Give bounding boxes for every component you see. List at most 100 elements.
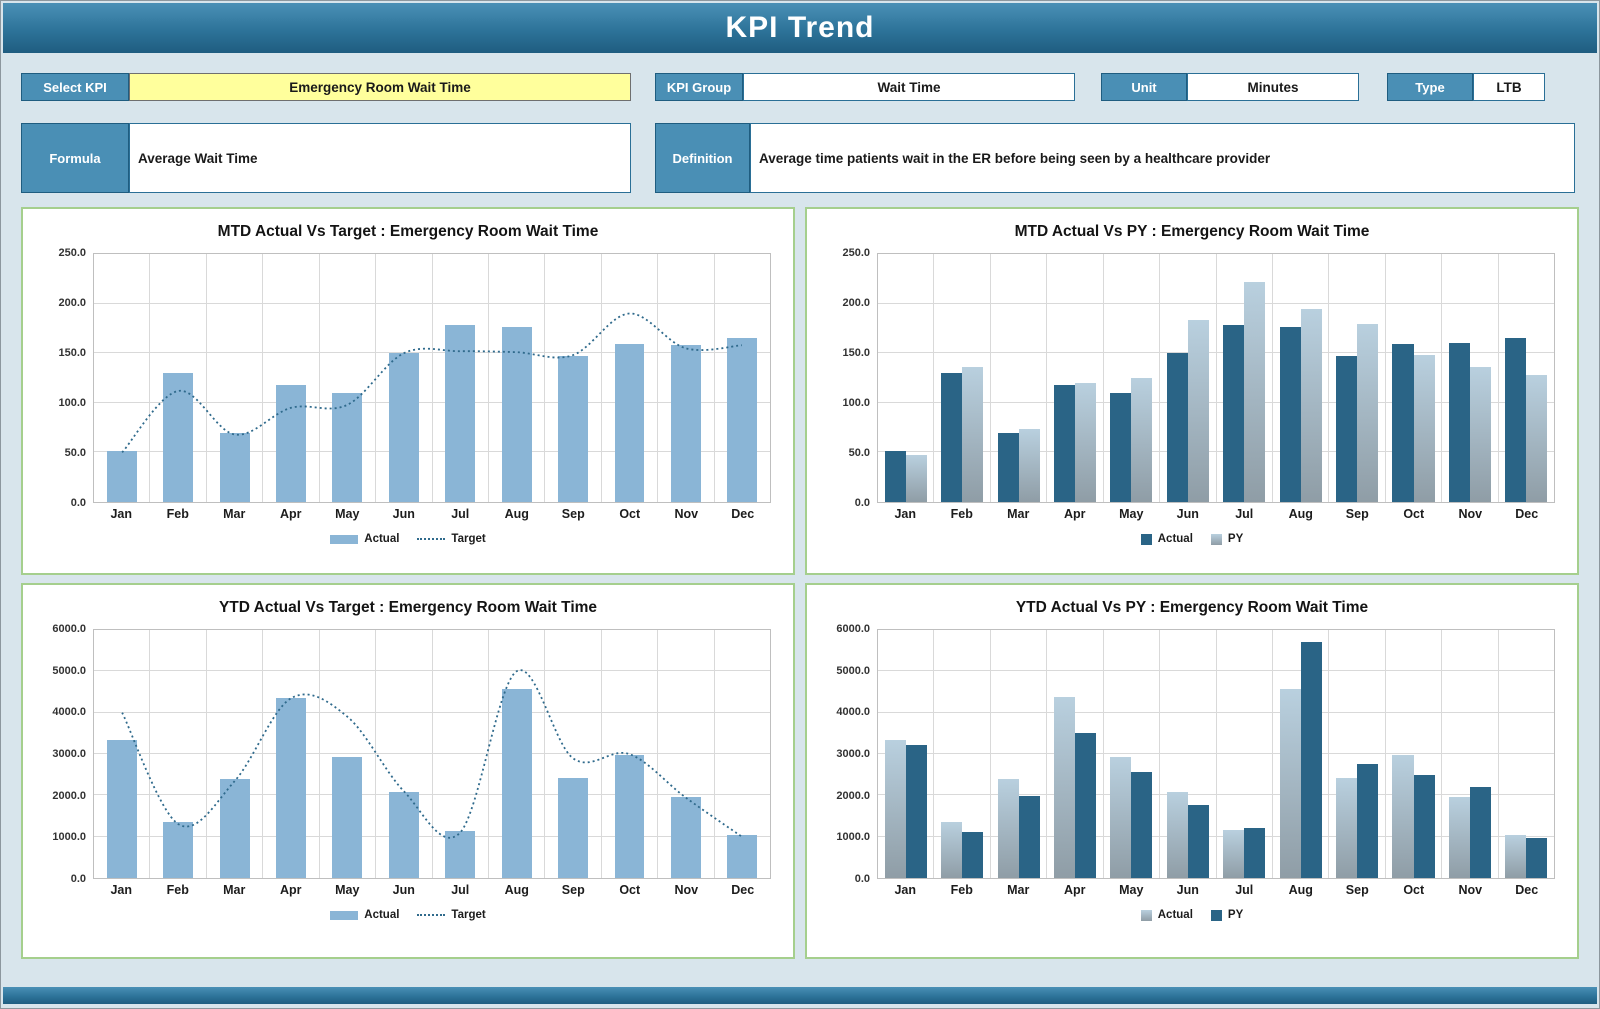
x-tick-label: Mar xyxy=(223,883,246,897)
bar-actual xyxy=(614,344,645,502)
bar-actual xyxy=(941,822,963,878)
select-kpi-dropdown[interactable]: Emergency Room Wait Time xyxy=(129,73,631,101)
x-tick-label: Jan xyxy=(110,507,133,521)
bar-actual xyxy=(1336,356,1358,502)
kpi-group-value: Wait Time xyxy=(743,73,1075,101)
bar-actual xyxy=(1448,797,1470,878)
legend-label: Actual xyxy=(364,533,400,545)
y-tick-label: 100.0 xyxy=(58,397,86,409)
x-tick-label: Dec xyxy=(731,507,755,521)
category-slot xyxy=(1160,254,1217,502)
category-slot xyxy=(376,254,433,502)
bar-actual xyxy=(1505,835,1527,878)
bar-py xyxy=(1300,642,1322,878)
x-tick-label: Feb xyxy=(950,507,973,521)
category-slot xyxy=(1499,630,1554,878)
legend-label: Target xyxy=(451,533,486,545)
legend-line-swatch xyxy=(417,538,446,540)
legend-label: PY xyxy=(1227,909,1244,921)
bar-actual xyxy=(1448,343,1470,502)
legend-item-target: Target xyxy=(417,909,486,921)
category-slot xyxy=(991,630,1048,878)
x-tick-label: Dec xyxy=(1515,507,1539,521)
bar-actual xyxy=(997,778,1019,878)
category-slot xyxy=(1104,630,1161,878)
bar-actual xyxy=(1110,392,1132,502)
y-tick-label: 4000.0 xyxy=(836,706,870,719)
x-tick-label: Dec xyxy=(731,883,755,897)
x-tick-label: Jul xyxy=(1235,507,1254,521)
bar-actual xyxy=(1392,344,1414,502)
header-banner: KPI Trend xyxy=(3,3,1597,53)
unit-value: Minutes xyxy=(1187,73,1359,101)
plot-area xyxy=(93,253,771,503)
category-slot xyxy=(1104,254,1161,502)
category-slot xyxy=(878,254,935,502)
chart-title: MTD Actual Vs Target : Emergency Room Wa… xyxy=(217,223,599,240)
charts-grid: MTD Actual Vs Target : Emergency Room Wa… xyxy=(21,207,1579,959)
bar-actual xyxy=(219,778,250,878)
bar-actual xyxy=(670,797,701,878)
x-tick-label: Jun xyxy=(1176,883,1199,897)
category-slot xyxy=(1273,630,1330,878)
legend-bar-swatch xyxy=(1210,909,1222,921)
bar-actual xyxy=(1392,754,1414,878)
type-label: Type xyxy=(1387,73,1473,101)
bar-actual xyxy=(163,822,194,878)
category-slot xyxy=(1217,630,1273,878)
bar-actual xyxy=(1166,353,1188,502)
category-slot xyxy=(658,630,715,878)
category-slot xyxy=(150,254,207,502)
y-tick-label: 1000.0 xyxy=(836,831,870,844)
bar-actual xyxy=(163,373,194,502)
bar-py xyxy=(1526,837,1548,878)
category-slot xyxy=(1499,254,1554,502)
chart-title: MTD Actual Vs PY : Emergency Room Wait T… xyxy=(1014,223,1370,240)
controls-row-2: Formula Average Wait Time Definition Ave… xyxy=(21,123,1579,193)
legend-bar-swatch xyxy=(1140,533,1152,545)
bar-actual xyxy=(727,835,758,878)
y-axis: 250.0 200.0 150.0 100.0 50.0 0.0 xyxy=(39,247,93,509)
x-tick-label: May xyxy=(335,507,360,521)
x-tick-label: Jan xyxy=(894,507,917,521)
spacer xyxy=(1359,73,1387,101)
x-tick-label: Sep xyxy=(561,507,585,521)
category-slot xyxy=(715,630,770,878)
bar-series xyxy=(878,254,1554,502)
bar-series xyxy=(878,630,1554,878)
bar-py xyxy=(1131,378,1153,502)
spacer xyxy=(1075,73,1101,101)
y-tick-label: 2000.0 xyxy=(52,789,86,802)
x-tick-label: Nov xyxy=(674,883,699,897)
category-slot xyxy=(934,630,991,878)
formula-value: Average Wait Time xyxy=(129,123,631,193)
bar-py xyxy=(962,367,984,502)
bar-actual xyxy=(276,698,306,878)
legend-item-actual: Actual xyxy=(330,909,399,921)
bar-py xyxy=(1074,733,1097,878)
type-value: LTB xyxy=(1473,73,1545,101)
legend-line-swatch xyxy=(417,914,446,916)
bar-series xyxy=(94,630,770,878)
unit-label: Unit xyxy=(1101,73,1187,101)
bar-actual xyxy=(219,432,250,502)
bar-actual xyxy=(1166,792,1188,878)
x-tick-label: Nov xyxy=(1458,507,1483,521)
x-axis: Jan Feb Mar Apr May Jun Jul Aug Sep Oct Nov Dec xyxy=(93,883,771,897)
x-tick-label: Sep xyxy=(1345,507,1369,521)
x-tick-label: Jun xyxy=(1176,507,1199,521)
x-tick-label: Mar xyxy=(1007,507,1030,521)
x-tick-label: Aug xyxy=(1288,507,1313,521)
y-tick-label: 1000.0 xyxy=(52,831,86,844)
category-slot xyxy=(991,254,1048,502)
category-slot xyxy=(376,630,433,878)
bar-actual xyxy=(670,345,701,502)
y-tick-label: 6000.0 xyxy=(836,623,870,635)
y-tick-label: 100.0 xyxy=(842,397,870,409)
bar-actual xyxy=(332,392,363,502)
select-kpi-label: Select KPI xyxy=(21,73,129,101)
x-tick-label: Apr xyxy=(279,507,302,521)
bar-actual xyxy=(1053,696,1075,878)
legend-item-target: Target xyxy=(417,533,486,545)
spacer xyxy=(631,73,655,101)
